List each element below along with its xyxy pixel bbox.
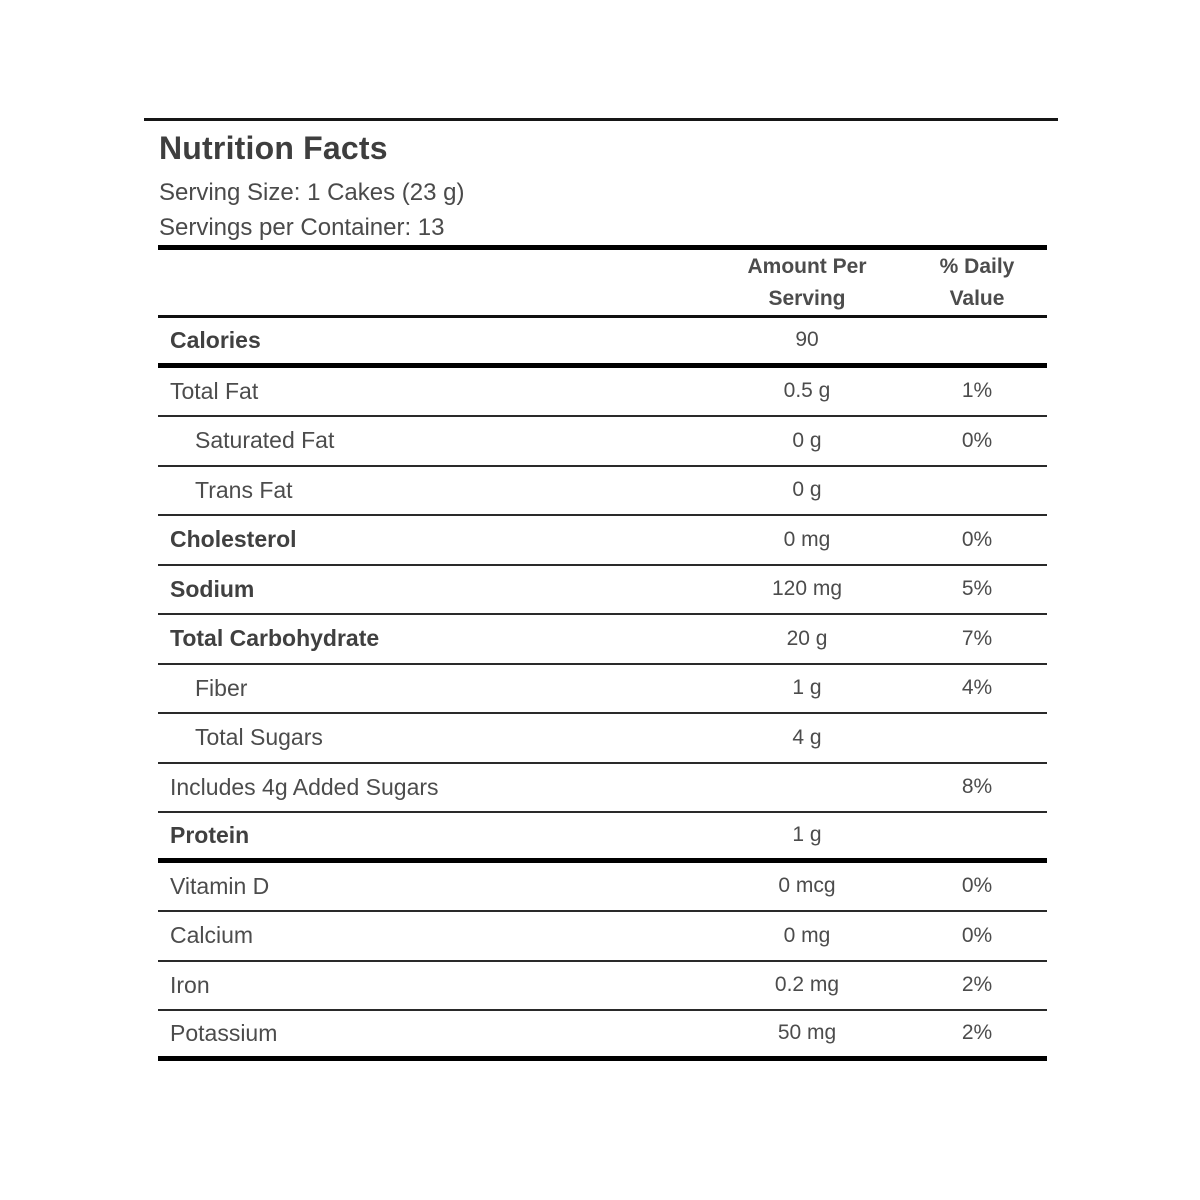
row-label: Total Carbohydrate (170, 625, 380, 652)
table-row: Cholesterol 0 mg 0% (158, 516, 1047, 566)
table-row: Saturated Fat 0 g 0% (158, 417, 1047, 467)
serving-size-text: Serving Size: 1 Cakes (23 g) (159, 179, 465, 206)
row-amount: 0.2 mg (774, 973, 840, 997)
row-label: Total Fat (170, 377, 259, 404)
table-row: Protein 1 g (158, 813, 1047, 863)
table-rows: Calories 90 Total Fat 0.5 g 1% Saturated Fat 0… (158, 318, 1047, 1061)
row-label: Vitamin D (170, 872, 270, 899)
row-amount: 0 mcg (778, 874, 836, 898)
row-amount: 4 g (792, 725, 822, 749)
row-daily-value: 8% (961, 775, 993, 799)
row-amount: 1 g (792, 823, 822, 847)
row-daily-value: 0% (961, 923, 993, 947)
row-amount: 0 mg (783, 527, 831, 551)
row-label: Sodium (170, 575, 255, 602)
row-label: Fiber (195, 674, 248, 701)
page-title: Nutrition Facts (159, 130, 388, 166)
table-row: Fiber 1 g 4% (158, 665, 1047, 714)
top-divider (144, 118, 1058, 121)
row-label: Total Sugars (195, 724, 323, 751)
column-header-daily-value: % Daily Value (907, 251, 1047, 314)
row-amount: 20 g (786, 626, 828, 650)
column-header-amount: Amount Per Serving (707, 251, 907, 314)
table-header-row: Amount Per Serving % Daily Value (158, 250, 1047, 318)
row-daily-value: 4% (961, 676, 993, 700)
row-label: Potassium (170, 1019, 278, 1046)
table-row: Sodium 120 mg 5% (158, 566, 1047, 615)
row-daily-value: 0% (961, 428, 993, 452)
row-amount: 0 g (792, 478, 822, 502)
row-amount: 90 (795, 328, 819, 352)
row-label: Protein (170, 821, 250, 848)
row-daily-value: 2% (961, 973, 993, 997)
column-header-amount-line2: Serving (768, 286, 846, 310)
row-amount: 0.5 g (783, 379, 831, 403)
row-label: Saturated Fat (195, 427, 335, 454)
row-amount: 50 mg (777, 1021, 837, 1045)
row-label: Includes 4g Added Sugars (170, 773, 439, 800)
column-header-daily-line1: % Daily (939, 255, 1015, 278)
table-row: Trans Fat 0 g (158, 467, 1047, 516)
table-row: Calories 90 (158, 318, 1047, 368)
table-row: Total Sugars 4 g (158, 714, 1047, 764)
table-row: Vitamin D 0 mcg 0% (158, 863, 1047, 912)
table-row: Total Fat 0.5 g 1% (158, 368, 1047, 417)
row-amount: 120 mg (771, 577, 843, 601)
table-row: Calcium 0 mg 0% (158, 912, 1047, 962)
row-daily-value: 7% (961, 626, 993, 650)
label-header: Nutrition Facts Serving Size: 1 Cakes (2… (159, 130, 464, 245)
row-label: Calories (170, 326, 261, 353)
row-label: Iron (170, 971, 210, 998)
row-daily-value: 5% (961, 577, 993, 601)
column-header-amount-line1: Amount Per (747, 255, 867, 278)
table-row: Potassium 50 mg 2% (158, 1011, 1047, 1061)
row-amount: 1 g (792, 676, 822, 700)
table-row: Iron 0.2 mg 2% (158, 962, 1047, 1011)
table-row: Total Carbohydrate 20 g 7% (158, 615, 1047, 665)
row-label: Cholesterol (170, 526, 297, 553)
table-row: Includes 4g Added Sugars 8% (158, 764, 1047, 813)
row-daily-value: 1% (961, 379, 993, 403)
row-daily-value: 0% (961, 527, 993, 551)
row-amount: 0 mg (783, 923, 831, 947)
row-label: Calcium (170, 922, 254, 949)
column-header-daily-line2: Value (949, 286, 1005, 310)
row-daily-value: 0% (961, 874, 993, 898)
row-daily-value: 2% (961, 1021, 993, 1045)
row-label: Trans Fat (195, 476, 293, 503)
row-amount: 0 g (792, 428, 822, 452)
nutrition-table: Amount Per Serving % Daily Value Calorie… (158, 245, 1047, 1061)
servings-per-container-text: Servings per Container: 13 (159, 214, 445, 241)
